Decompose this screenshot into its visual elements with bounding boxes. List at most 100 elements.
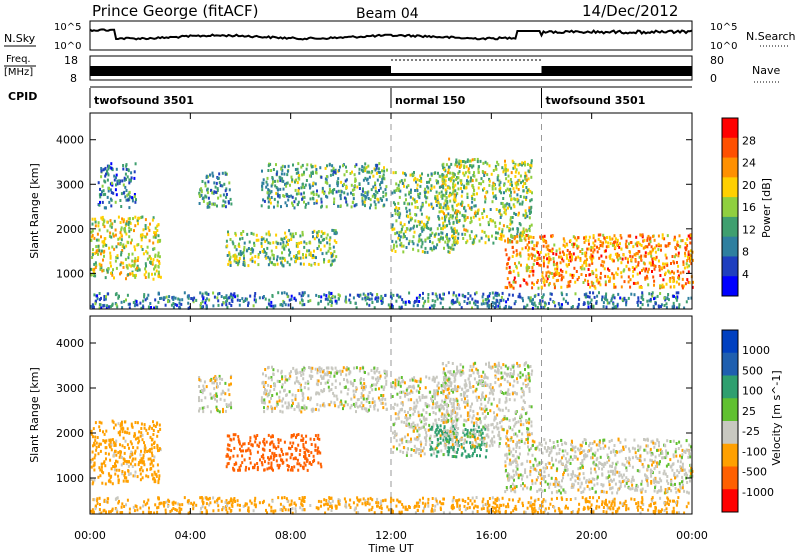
echo-cell — [673, 237, 676, 241]
nsearch-tick-bottom: 10^0 — [710, 41, 737, 52]
echo-cell — [315, 171, 318, 175]
echo-cell — [537, 251, 540, 254]
echo-cell — [599, 233, 602, 237]
echo-cell — [249, 449, 252, 453]
echo-cell — [135, 300, 138, 304]
echo-cell — [431, 292, 434, 296]
echo-cell — [366, 191, 369, 195]
echo-cell — [120, 456, 123, 459]
echo-cell — [488, 177, 491, 181]
echo-cell — [654, 257, 657, 261]
echo-cell — [332, 170, 335, 174]
echo-cell — [316, 247, 319, 250]
echo-cell — [220, 392, 223, 396]
echo-cell — [607, 241, 610, 245]
echo-cell — [303, 170, 305, 174]
echo-cell — [92, 268, 95, 272]
echo-cell — [311, 374, 314, 378]
echo-cell — [456, 297, 459, 301]
echo-cell — [525, 212, 528, 215]
echo-cell — [497, 304, 500, 308]
echo-cell — [314, 448, 317, 452]
echo-cell — [412, 247, 415, 251]
echo-cell — [290, 297, 293, 301]
echo-cell — [114, 188, 117, 192]
echo-cell — [256, 450, 259, 454]
echo-cell — [317, 230, 320, 233]
echo-cell — [287, 406, 290, 410]
echo-cell — [376, 381, 379, 385]
echo-cell — [198, 399, 200, 403]
echo-cell — [319, 166, 322, 170]
echo-cell — [251, 247, 253, 251]
echo-cell — [439, 301, 442, 305]
echo-cell — [100, 216, 103, 220]
echo-cell — [320, 381, 322, 385]
echo-cell — [407, 411, 409, 414]
echo-cell — [93, 441, 96, 445]
echo-cell — [164, 303, 167, 307]
echo-cell — [494, 221, 497, 225]
echo-cell — [203, 388, 206, 392]
echo-cell — [245, 249, 248, 253]
echo-cell — [528, 229, 531, 233]
echo-cell — [417, 427, 420, 431]
echo-cell — [423, 436, 426, 440]
echo-cell — [521, 163, 523, 167]
echo-cell — [234, 433, 237, 437]
echo-cell — [449, 191, 451, 195]
echo-cell — [477, 170, 480, 174]
echo-cell — [121, 420, 123, 424]
echo-cell — [420, 444, 422, 448]
echo-cell — [418, 300, 421, 303]
echo-cell — [137, 216, 140, 220]
echo-cell — [681, 286, 684, 290]
echo-cell — [324, 166, 327, 170]
freq-band-normal — [391, 73, 542, 76]
echo-cell — [91, 303, 94, 307]
echo-cell — [400, 179, 403, 183]
echo-cell — [584, 238, 587, 242]
echo-cell — [121, 306, 124, 310]
echo-cell — [364, 371, 366, 374]
echo-cell — [473, 212, 476, 216]
echo-cell — [275, 233, 278, 237]
echo-cell — [494, 293, 497, 297]
echo-cell — [524, 214, 527, 218]
echo-cell — [347, 387, 350, 391]
echo-cell — [152, 464, 155, 468]
echo-cell — [412, 197, 414, 201]
echo-cell — [234, 231, 237, 235]
echo-cell — [298, 408, 301, 412]
echo-cell — [556, 269, 559, 273]
echo-cell — [547, 275, 550, 278]
echo-cell — [613, 283, 616, 286]
echo-cell — [102, 268, 105, 272]
echo-cell — [228, 403, 231, 407]
echo-cell — [510, 197, 513, 201]
echo-cell — [107, 267, 110, 270]
echo-cell — [363, 200, 366, 204]
echo-cell — [301, 393, 304, 397]
echo-cell — [238, 440, 241, 444]
echo-cell — [666, 234, 669, 238]
echo-cell — [348, 298, 351, 302]
echo-cell — [474, 235, 476, 239]
echo-cell — [229, 264, 232, 267]
echo-cell — [364, 296, 367, 300]
echo-cell — [327, 379, 330, 383]
echo-cell — [443, 246, 445, 250]
echo-cell — [350, 183, 353, 187]
echo-cell — [225, 294, 228, 298]
echo-cell — [359, 381, 362, 385]
echo-cell — [451, 234, 454, 238]
colorbar-swatch — [722, 157, 738, 178]
echo-cell — [300, 373, 303, 377]
echo-cell — [92, 464, 95, 468]
echo-cell — [433, 185, 436, 189]
echo-cell — [108, 164, 111, 168]
echo-cell — [434, 299, 437, 303]
echo-cell — [109, 261, 112, 265]
echo-cell — [362, 378, 365, 382]
echo-cell — [392, 293, 395, 297]
